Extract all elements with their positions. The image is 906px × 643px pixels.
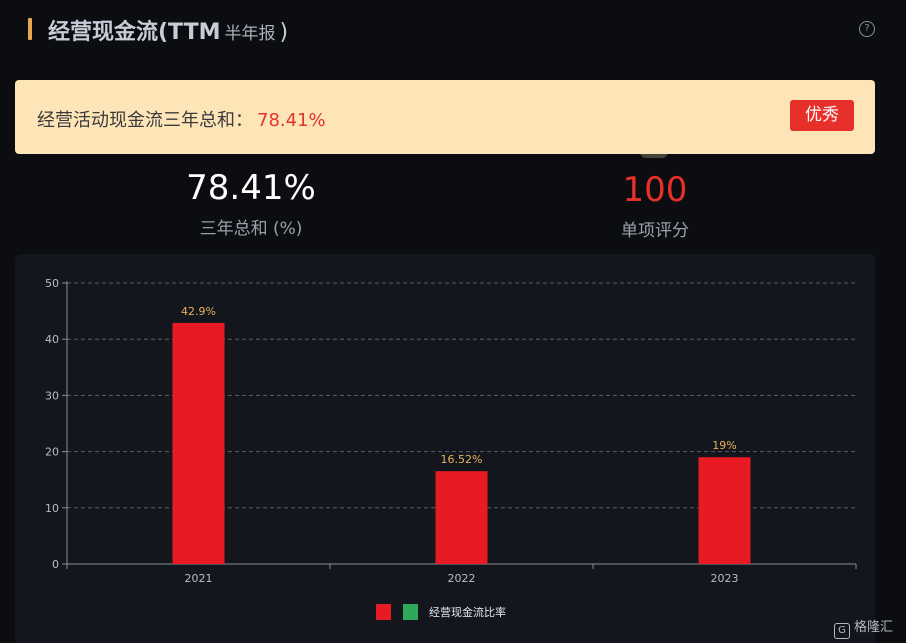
total-stat: 78.41% 三年总和 (%) bbox=[136, 168, 366, 239]
y-tick-label: 10 bbox=[45, 502, 59, 515]
x-tick-label: 2021 bbox=[185, 572, 213, 585]
bar-chart: 0 10 20 30 40 50 42.9% 2021 16.52% 2022 19% 2023 经营现… bbox=[45, 277, 857, 620]
legend-label: 经营现金流比率 bbox=[429, 605, 506, 619]
bar-value-label: 19% bbox=[712, 439, 736, 452]
period-label: 半年报 bbox=[224, 24, 276, 44]
banner-label: 经营活动现金流三年总和： bbox=[37, 110, 253, 131]
bar bbox=[435, 471, 488, 564]
bar bbox=[698, 457, 751, 564]
header: 经营现金流(TTM 半年报) ? bbox=[0, 0, 906, 60]
title-accent-bar bbox=[28, 18, 32, 40]
page-title: 经营现金流(TTM 半年报) bbox=[48, 14, 288, 46]
score-stat: 100 单项评分 bbox=[560, 170, 750, 241]
watermark-logo-icon: G bbox=[834, 623, 850, 639]
total-label: 三年总和 (%) bbox=[199, 219, 303, 239]
y-tick-label: 50 bbox=[45, 277, 59, 290]
banner-notch bbox=[640, 152, 668, 158]
chart-card: 0 10 20 30 40 50 42.9% 2021 16.52% 2022 19% 2023 经营现… bbox=[15, 254, 875, 643]
score-value: 100 bbox=[622, 170, 688, 210]
summary-banner: 经营活动现金流三年总和： 78.41% 优秀 bbox=[15, 80, 875, 154]
y-tick-label: 40 bbox=[45, 333, 59, 346]
watermark: G 格隆汇 bbox=[834, 616, 893, 639]
title-close: ) bbox=[279, 20, 289, 45]
bar-value-label: 42.9% bbox=[181, 305, 216, 318]
y-tick-label: 30 bbox=[45, 389, 59, 402]
watermark-text: 格隆汇 bbox=[854, 620, 894, 635]
title-text: 经营现金流(TTM bbox=[48, 20, 221, 45]
bar-value-label: 16.52% bbox=[441, 453, 483, 466]
bar bbox=[172, 322, 225, 564]
rating-badge: 优秀 bbox=[790, 100, 854, 131]
banner-text: 经营活动现金流三年总和： 78.41% bbox=[37, 106, 326, 132]
x-tick-label: 2023 bbox=[711, 572, 739, 585]
score-label: 单项评分 bbox=[621, 221, 689, 241]
total-value: 78.41% bbox=[186, 168, 316, 208]
y-tick-label: 20 bbox=[45, 446, 59, 459]
y-tick-label: 0 bbox=[52, 558, 59, 571]
banner-value: 78.41% bbox=[257, 110, 326, 131]
legend-swatch-red bbox=[376, 604, 391, 620]
x-tick-label: 2022 bbox=[448, 572, 476, 585]
legend-swatch-green bbox=[403, 604, 418, 620]
help-icon[interactable]: ? bbox=[859, 21, 875, 37]
